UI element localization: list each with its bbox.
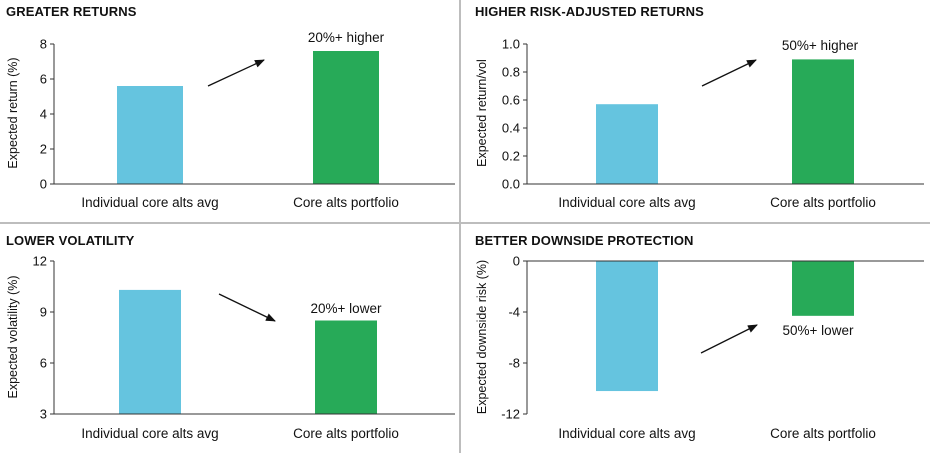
panel-title-risk-adjusted: HIGHER RISK-ADJUSTED RETURNS [475, 4, 704, 19]
annotation-arrow-0 [207, 59, 265, 87]
y-axis-title-0: Expected return (%) [6, 57, 20, 168]
y-tick-label-1-0: 0.0 [502, 177, 520, 192]
y-tick-label-2-2: 9 [40, 305, 47, 320]
category-label-1-1: Core alts portfolio [770, 195, 876, 210]
y-tick-label-0-0: 0 [40, 177, 47, 192]
y-tick-label-3-1: -8 [508, 356, 520, 371]
annotation-arrow-2 [218, 293, 276, 322]
y-tick-label-2-3: 12 [33, 254, 47, 269]
y-tick-label-3-2: -4 [508, 305, 520, 320]
annotation-label-2: 20%+ lower [311, 301, 382, 316]
vertical-divider [459, 0, 461, 453]
annotation-label-3: 50%+ lower [783, 323, 854, 338]
bar-3-1 [792, 261, 854, 316]
bar-0-1 [313, 51, 379, 184]
horizontal-divider [0, 222, 930, 224]
panel-title-downside: BETTER DOWNSIDE PROTECTION [475, 233, 694, 248]
y-tick-label-0-2: 4 [40, 107, 47, 122]
bar-2-1 [315, 320, 377, 414]
y-tick-label-0-1: 2 [40, 142, 47, 157]
category-label-2-1: Core alts portfolio [293, 426, 399, 441]
y-axis-title-2: Expected volatility (%) [6, 276, 20, 399]
category-label-3-0: Individual core alts avg [558, 426, 695, 441]
annotation-label-0: 20%+ higher [308, 30, 385, 45]
category-label-0-1: Core alts portfolio [293, 195, 399, 210]
category-label-1-0: Individual core alts avg [558, 195, 695, 210]
y-tick-label-1-2: 0.4 [502, 121, 520, 136]
y-tick-label-0-3: 6 [40, 72, 47, 87]
panel-title-returns: GREATER RETURNS [6, 4, 137, 19]
y-tick-label-3-0: -12 [501, 407, 520, 422]
category-label-3-1: Core alts portfolio [770, 426, 876, 441]
annotation-arrow-1 [701, 59, 757, 87]
bar-3-0 [596, 261, 658, 392]
y-tick-label-1-5: 1.0 [502, 37, 520, 52]
y-tick-label-1-3: 0.6 [502, 93, 520, 108]
y-tick-label-1-1: 0.2 [502, 149, 520, 164]
panel-title-volatility: LOWER VOLATILITY [6, 233, 135, 248]
y-tick-label-1-4: 0.8 [502, 65, 520, 80]
bar-0-0 [117, 86, 183, 184]
y-tick-label-3-3: 0 [513, 254, 520, 269]
y-tick-label-0-4: 8 [40, 37, 47, 52]
y-tick-label-2-0: 3 [40, 407, 47, 422]
y-tick-label-2-1: 6 [40, 356, 47, 371]
category-label-0-0: Individual core alts avg [81, 195, 218, 210]
bar-1-0 [596, 104, 658, 184]
bar-1-1 [792, 59, 854, 184]
bar-2-0 [119, 289, 181, 414]
category-label-2-0: Individual core alts avg [81, 426, 218, 441]
y-axis-title-1: Expected return/vol [475, 59, 489, 167]
y-axis-title-3: Expected downside risk (%) [475, 260, 489, 414]
annotation-label-1: 50%+ higher [782, 38, 859, 53]
annotation-arrow-3 [700, 324, 758, 354]
